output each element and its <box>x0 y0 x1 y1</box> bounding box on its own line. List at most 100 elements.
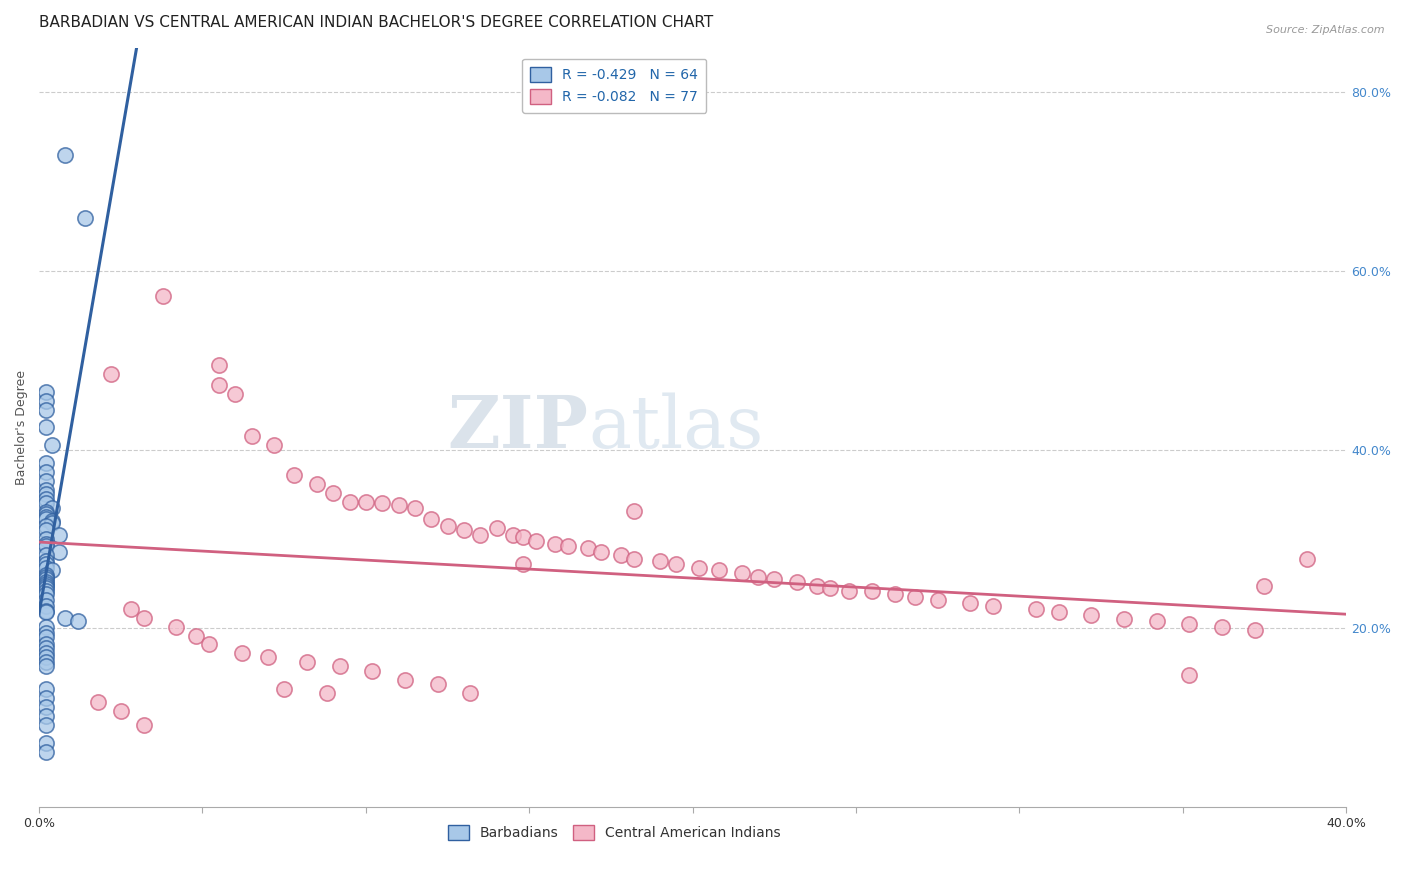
Point <box>34 560 56 574</box>
Point <box>224 387 246 401</box>
Point <box>436 518 458 533</box>
Legend: Barbadians, Central American Indians: Barbadians, Central American Indians <box>443 820 786 846</box>
Point <box>34 576 56 591</box>
Point <box>884 587 907 601</box>
Point <box>34 518 56 533</box>
Point <box>34 548 56 562</box>
Point <box>34 384 56 399</box>
Point <box>34 512 56 526</box>
Point <box>34 393 56 408</box>
Point <box>1211 619 1233 633</box>
Point <box>34 581 56 595</box>
Point <box>1253 578 1275 592</box>
Point <box>1178 668 1201 682</box>
Point <box>87 695 110 709</box>
Point <box>100 367 122 381</box>
Point <box>34 599 56 613</box>
Point <box>1243 624 1265 638</box>
Point <box>34 505 56 519</box>
Point <box>322 485 344 500</box>
Point <box>981 599 1004 613</box>
Point <box>485 521 508 535</box>
Point <box>1146 614 1168 628</box>
Point <box>371 496 394 510</box>
Point <box>34 700 56 714</box>
Text: Source: ZipAtlas.com: Source: ZipAtlas.com <box>1267 25 1385 35</box>
Point <box>34 539 56 553</box>
Point <box>730 566 752 580</box>
Point <box>502 527 524 541</box>
Point <box>747 569 769 583</box>
Text: atlas: atlas <box>588 392 763 463</box>
Point <box>34 619 56 633</box>
Point <box>688 560 710 574</box>
Text: BARBADIAN VS CENTRAL AMERICAN INDIAN BACHELOR'S DEGREE CORRELATION CHART: BARBADIAN VS CENTRAL AMERICAN INDIAN BAC… <box>39 15 713 30</box>
Point <box>329 659 352 673</box>
Point <box>34 574 56 589</box>
Point <box>34 536 56 550</box>
Point <box>256 650 278 665</box>
Point <box>763 572 786 586</box>
Point <box>512 530 534 544</box>
Point <box>34 557 56 571</box>
Point <box>806 578 828 592</box>
Point <box>295 656 318 670</box>
Point <box>283 467 305 482</box>
Point <box>860 583 883 598</box>
Point <box>34 650 56 665</box>
Point <box>1178 616 1201 631</box>
Point <box>263 438 285 452</box>
Point <box>648 554 671 568</box>
Point <box>707 563 730 577</box>
Point <box>34 572 56 586</box>
Point <box>34 691 56 706</box>
Point <box>48 527 70 541</box>
Point <box>132 718 155 732</box>
Point <box>34 641 56 656</box>
Point <box>591 545 613 559</box>
Point <box>34 569 56 583</box>
Point <box>34 509 56 524</box>
Point <box>73 211 96 225</box>
Point <box>838 583 860 598</box>
Point <box>41 516 63 530</box>
Point <box>34 647 56 661</box>
Point <box>1025 601 1047 615</box>
Point <box>273 682 295 697</box>
Point <box>361 665 384 679</box>
Point <box>34 487 56 501</box>
Point <box>34 456 56 470</box>
Point <box>41 514 63 528</box>
Point <box>623 503 645 517</box>
Point <box>53 148 76 162</box>
Point <box>240 429 263 443</box>
Point <box>53 610 76 624</box>
Point <box>426 677 449 691</box>
Point <box>34 626 56 640</box>
Point <box>41 438 63 452</box>
Point <box>453 523 475 537</box>
Text: ZIP: ZIP <box>447 392 588 463</box>
Point <box>576 541 599 555</box>
Point <box>1080 607 1102 622</box>
Point <box>34 578 56 592</box>
Point <box>34 718 56 732</box>
Point <box>1047 605 1070 619</box>
Point <box>786 574 808 589</box>
Point <box>34 496 56 510</box>
Point <box>1112 612 1135 626</box>
Point <box>404 500 426 515</box>
Point <box>34 603 56 617</box>
Point <box>394 673 416 688</box>
Point <box>34 709 56 723</box>
Point <box>34 491 56 506</box>
Point <box>34 592 56 607</box>
Point <box>34 605 56 619</box>
Point <box>305 476 328 491</box>
Point <box>470 527 492 541</box>
Point <box>34 656 56 670</box>
Point <box>34 420 56 434</box>
Point <box>34 402 56 417</box>
Point <box>34 465 56 479</box>
Point <box>34 631 56 645</box>
